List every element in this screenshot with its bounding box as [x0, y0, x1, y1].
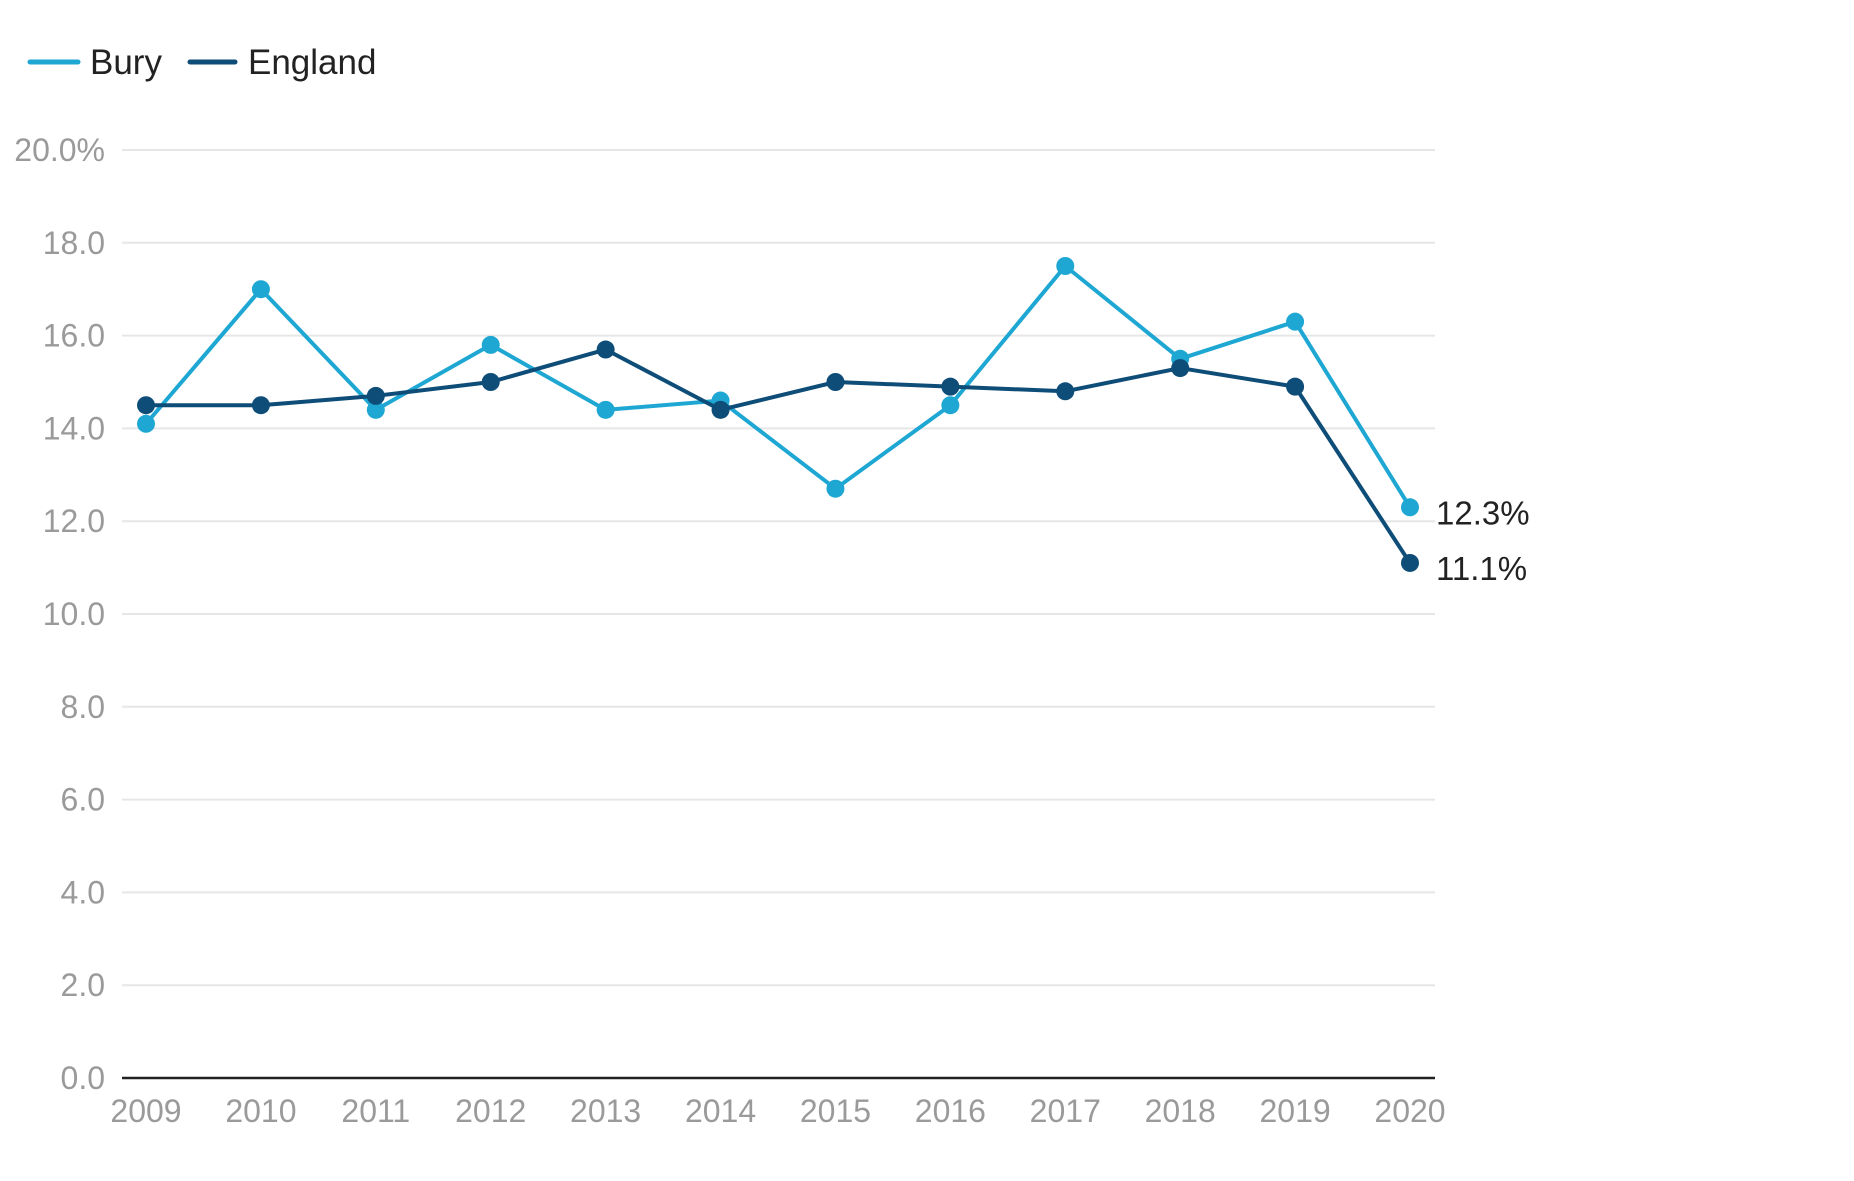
data-point-bury[interactable] — [366, 400, 385, 419]
y-tick-label: 6.0 — [61, 782, 105, 818]
x-tick-label: 2009 — [110, 1093, 181, 1129]
x-tick-label: 2017 — [1030, 1093, 1101, 1129]
y-axis: 0.0 2.0 4.0 6.0 8.0 10.0 12.0 14.0 16.0 18.0 20.0% — [14, 132, 105, 1096]
end-label-england: 11.1% — [1436, 550, 1527, 587]
x-tick-label: 2011 — [341, 1093, 410, 1129]
y-tick-label: 4.0 — [61, 874, 105, 910]
data-point-bury[interactable] — [941, 396, 960, 415]
data-point-bury[interactable] — [826, 479, 845, 498]
data-point-bury[interactable] — [1286, 312, 1305, 331]
y-tick-label: 20.0% — [14, 132, 105, 168]
y-tick-label: 14.0 — [43, 410, 105, 446]
legend-label-england: England — [248, 43, 376, 82]
x-tick-label: 2015 — [800, 1093, 871, 1129]
data-point-england[interactable] — [1401, 553, 1419, 572]
data-point-bury[interactable] — [251, 280, 270, 299]
data-point-bury[interactable] — [481, 335, 500, 354]
y-tick-label: 10.0 — [43, 596, 105, 632]
series-line-england — [144, 347, 1412, 565]
data-point-england[interactable] — [481, 373, 500, 391]
data-point-england[interactable] — [711, 400, 730, 419]
y-tick-label: 18.0 — [43, 225, 105, 261]
end-label-bury: 12.3% — [1436, 494, 1530, 531]
end-labels: 12.3% 11.1% — [1436, 494, 1530, 587]
data-point-england[interactable] — [1286, 377, 1305, 396]
legend-item-bury[interactable]: Bury — [27, 43, 162, 82]
data-point-bury[interactable] — [596, 400, 615, 419]
series-bury — [137, 257, 1419, 517]
x-tick-label: 2012 — [455, 1093, 526, 1129]
y-tick-label: 8.0 — [61, 689, 105, 725]
data-point-bury[interactable] — [1401, 498, 1419, 517]
series-line-bury — [144, 264, 1412, 510]
x-tick-label: 2010 — [225, 1093, 296, 1129]
legend-label-bury: Bury — [90, 43, 162, 82]
legend: Bury England — [27, 43, 376, 82]
x-tick-label: 2019 — [1259, 1093, 1330, 1129]
series-england — [137, 340, 1419, 572]
data-point-bury[interactable] — [137, 414, 155, 433]
data-point-england[interactable] — [826, 373, 845, 391]
x-tick-label: 2018 — [1145, 1093, 1216, 1129]
data-point-england[interactable] — [251, 396, 270, 415]
data-point-england[interactable] — [137, 396, 155, 415]
data-point-england[interactable] — [366, 386, 385, 405]
y-tick-label: 12.0 — [43, 503, 105, 539]
y-tick-label: 2.0 — [61, 967, 105, 1003]
y-tick-label: 16.0 — [43, 318, 105, 354]
data-point-england[interactable] — [941, 377, 960, 396]
data-point-bury[interactable] — [1056, 257, 1075, 275]
series — [137, 257, 1419, 572]
data-point-england[interactable] — [596, 340, 615, 359]
data-point-england[interactable] — [1056, 382, 1075, 401]
x-tick-label: 2016 — [915, 1093, 986, 1129]
x-tick-label: 2020 — [1374, 1093, 1445, 1129]
x-axis: 2009 2010 2011 2012 2013 2014 2015 2016 2017 2018… — [110, 1093, 1445, 1129]
y-tick-label: 0.0 — [61, 1060, 105, 1096]
data-point-england[interactable] — [1171, 359, 1190, 378]
x-tick-label: 2013 — [570, 1093, 641, 1129]
gridlines — [122, 149, 1435, 1080]
x-tick-label: 2014 — [685, 1093, 756, 1129]
legend-item-england[interactable]: England — [187, 43, 376, 82]
